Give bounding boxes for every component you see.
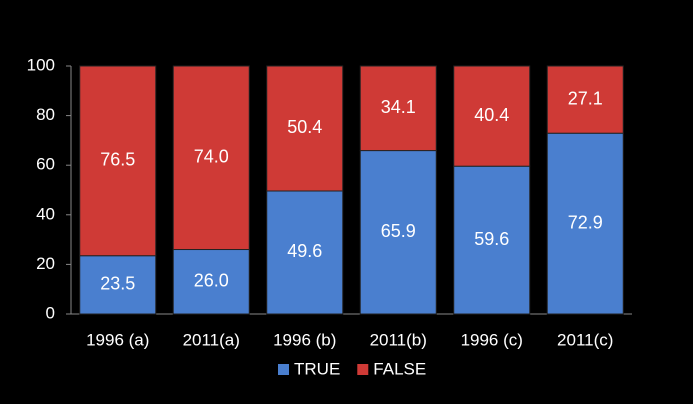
value-label: 40.4 bbox=[474, 105, 509, 125]
y-tick-label: 0 bbox=[46, 303, 55, 322]
legend-swatch bbox=[278, 364, 289, 375]
y-tick-label: 80 bbox=[36, 105, 55, 124]
bar-segment bbox=[79, 255, 157, 315]
y-tick-label: 40 bbox=[36, 204, 55, 223]
x-tick-label: 2011(a) bbox=[183, 330, 240, 349]
bar-segment bbox=[359, 150, 437, 315]
bar-segment bbox=[266, 190, 344, 315]
bar-segment bbox=[79, 65, 157, 257]
value-label: 74.0 bbox=[194, 147, 229, 167]
bar-segment bbox=[266, 65, 344, 192]
value-label: 26.0 bbox=[194, 271, 229, 291]
bar-segment bbox=[546, 65, 624, 134]
value-label: 23.5 bbox=[100, 274, 135, 294]
bar-segment bbox=[546, 132, 624, 315]
value-label: 34.1 bbox=[381, 97, 416, 117]
x-tick-label: 1996 (c) bbox=[461, 330, 523, 349]
value-label: 76.5 bbox=[100, 150, 135, 170]
legend-swatch bbox=[357, 364, 369, 375]
y-tick-label: 20 bbox=[36, 254, 55, 273]
value-label: 49.6 bbox=[287, 241, 322, 261]
legend-label: FALSE bbox=[373, 359, 426, 378]
value-label: 27.1 bbox=[568, 88, 603, 108]
x-tick-label: 2011(c) bbox=[557, 330, 613, 349]
legend-label: TRUE bbox=[294, 359, 340, 378]
value-label: 50.4 bbox=[287, 117, 322, 137]
y-tick-label: 100 bbox=[27, 55, 55, 74]
x-tick-label: 1996 (b) bbox=[273, 330, 336, 349]
value-label: 65.9 bbox=[381, 221, 416, 241]
x-tick-label: 1996 (a) bbox=[86, 330, 149, 349]
bar-segment bbox=[172, 65, 250, 251]
bar-segment bbox=[359, 65, 437, 152]
bar-segment bbox=[453, 65, 531, 167]
value-label: 59.6 bbox=[474, 229, 509, 249]
bar-segment bbox=[453, 165, 531, 315]
x-tick-label: 2011(b) bbox=[370, 330, 427, 349]
y-tick-label: 60 bbox=[36, 155, 55, 174]
bar-segment bbox=[172, 249, 250, 315]
value-label: 72.9 bbox=[568, 212, 603, 232]
